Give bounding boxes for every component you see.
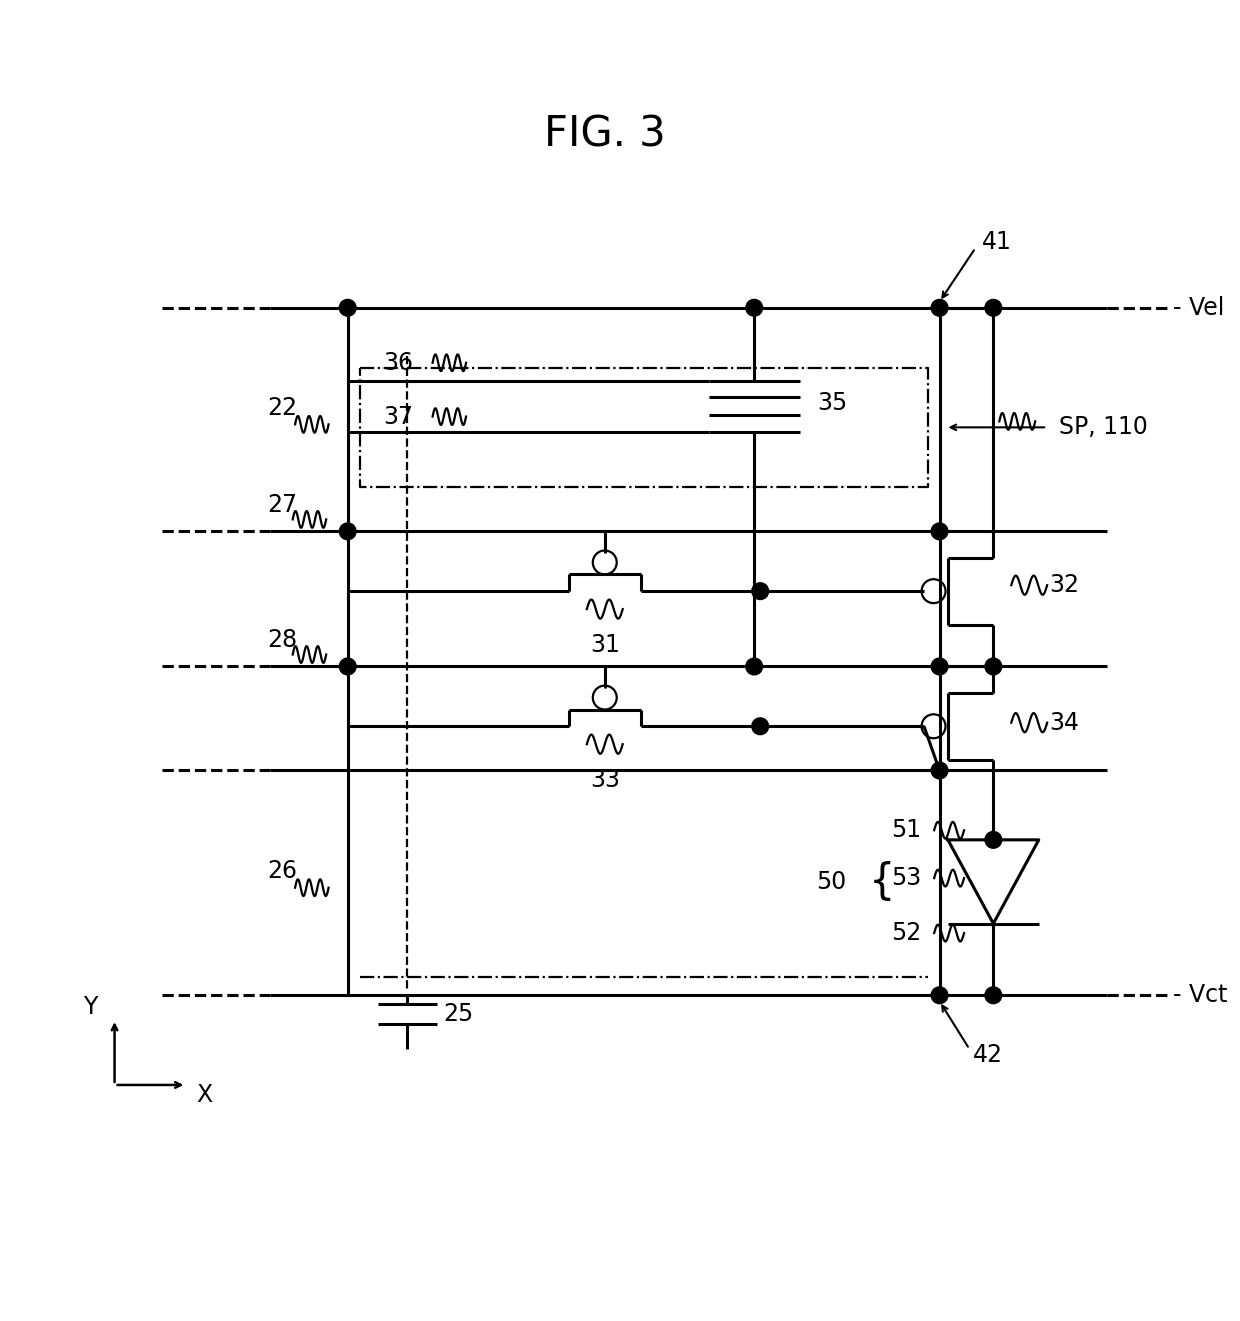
Text: - Vel: - Vel <box>1173 296 1224 320</box>
Text: 51: 51 <box>892 818 921 843</box>
Text: X: X <box>196 1082 212 1107</box>
Circle shape <box>931 523 947 540</box>
Text: 27: 27 <box>267 493 296 517</box>
Circle shape <box>745 300 763 316</box>
Circle shape <box>985 831 1002 848</box>
Circle shape <box>745 658 763 675</box>
Text: - Vct: - Vct <box>1173 983 1228 1008</box>
Text: 50: 50 <box>816 869 846 894</box>
Circle shape <box>931 300 947 316</box>
Text: SP, 110: SP, 110 <box>1059 415 1148 440</box>
Circle shape <box>931 658 947 675</box>
Text: 52: 52 <box>892 921 921 945</box>
Polygon shape <box>947 840 1039 923</box>
Text: 35: 35 <box>817 391 848 415</box>
Text: 31: 31 <box>590 633 620 657</box>
Text: 41: 41 <box>981 230 1012 254</box>
Circle shape <box>340 658 356 675</box>
Circle shape <box>751 717 769 734</box>
Circle shape <box>985 987 1002 1004</box>
Text: 53: 53 <box>892 867 921 890</box>
Text: {: { <box>869 861 895 902</box>
Circle shape <box>751 583 769 600</box>
Text: FIG. 3: FIG. 3 <box>544 114 666 156</box>
Text: 37: 37 <box>383 404 413 428</box>
Text: 36: 36 <box>383 351 413 375</box>
Text: 34: 34 <box>1049 711 1080 734</box>
Text: 33: 33 <box>590 768 620 793</box>
Text: 32: 32 <box>1049 573 1080 597</box>
Circle shape <box>985 658 1002 675</box>
Text: 28: 28 <box>267 629 298 653</box>
Text: 42: 42 <box>973 1044 1003 1067</box>
Text: 25: 25 <box>444 1001 474 1026</box>
Circle shape <box>931 987 947 1004</box>
Circle shape <box>340 300 356 316</box>
Circle shape <box>931 762 947 779</box>
Text: Y: Y <box>83 995 98 1020</box>
Circle shape <box>340 523 356 540</box>
Text: 26: 26 <box>267 859 296 882</box>
Circle shape <box>985 300 1002 316</box>
Text: 22: 22 <box>267 395 296 420</box>
